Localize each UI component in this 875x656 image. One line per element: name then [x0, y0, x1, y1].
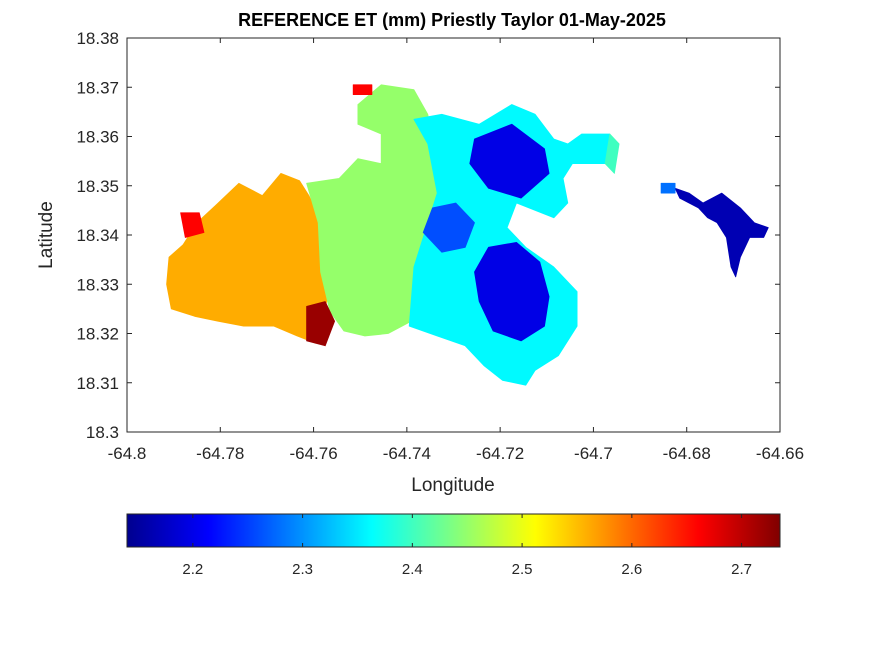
x-axis-label: Longitude — [411, 475, 494, 496]
et-region-10 — [660, 182, 676, 194]
x-tick-label: -64.74 — [383, 444, 431, 463]
colorbar — [126, 513, 781, 548]
x-tick-label: -64.68 — [663, 444, 711, 463]
x-tick-label: -64.7 — [574, 444, 613, 463]
et-region-7 — [180, 212, 205, 238]
et-region-3 — [422, 202, 475, 253]
et-region-5 — [474, 241, 550, 342]
colorbar-tick-label: 2.7 — [731, 561, 752, 578]
y-tick-label: 18.38 — [76, 29, 119, 48]
colorbar-tick-label: 2.3 — [292, 561, 313, 578]
colorbar-tick-label: 2.5 — [512, 561, 533, 578]
x-axis: -64.8 -64.78 -64.76 -64.74 -64.72 -64.7 -64.68… — [108, 38, 804, 463]
et-region-11 — [604, 133, 620, 174]
colorbar-ticks: 2.2 2.3 2.4 2.5 2.6 2.7 — [182, 514, 752, 578]
x-tick-label: -64.8 — [108, 444, 147, 463]
colorbar-tick-label: 2.2 — [182, 561, 203, 578]
et-region-4 — [469, 123, 550, 199]
y-tick-label: 18.32 — [76, 325, 119, 344]
et-region-6 — [306, 301, 336, 347]
colorbar-tick-label: 2.4 — [402, 561, 423, 578]
x-tick-label: -64.66 — [756, 444, 804, 463]
y-tick-label: 18.37 — [76, 78, 119, 97]
y-tick-label: 18.36 — [76, 128, 119, 147]
et-region-9 — [674, 187, 769, 278]
y-tick-label: 18.35 — [76, 177, 119, 196]
y-tick-label: 18.31 — [76, 374, 119, 393]
y-axis: 18.3 18.31 18.32 18.33 18.34 18.35 18.36 18.37 1… — [76, 29, 780, 442]
x-tick-label: -64.72 — [476, 444, 524, 463]
y-tick-label: 18.33 — [76, 275, 119, 294]
x-tick-label: -64.76 — [289, 444, 337, 463]
y-tick-label: 18.34 — [76, 226, 119, 245]
et-region-8 — [352, 84, 373, 95]
x-tick-label: -64.78 — [196, 444, 244, 463]
y-axis-label: Latitude — [36, 201, 57, 269]
et-map-regions — [166, 84, 769, 386]
y-tick-label: 18.3 — [86, 423, 119, 442]
chart-title: REFERENCE ET (mm) Priestly Taylor 01-May… — [238, 10, 666, 30]
colorbar-tick-label: 2.6 — [621, 561, 642, 578]
